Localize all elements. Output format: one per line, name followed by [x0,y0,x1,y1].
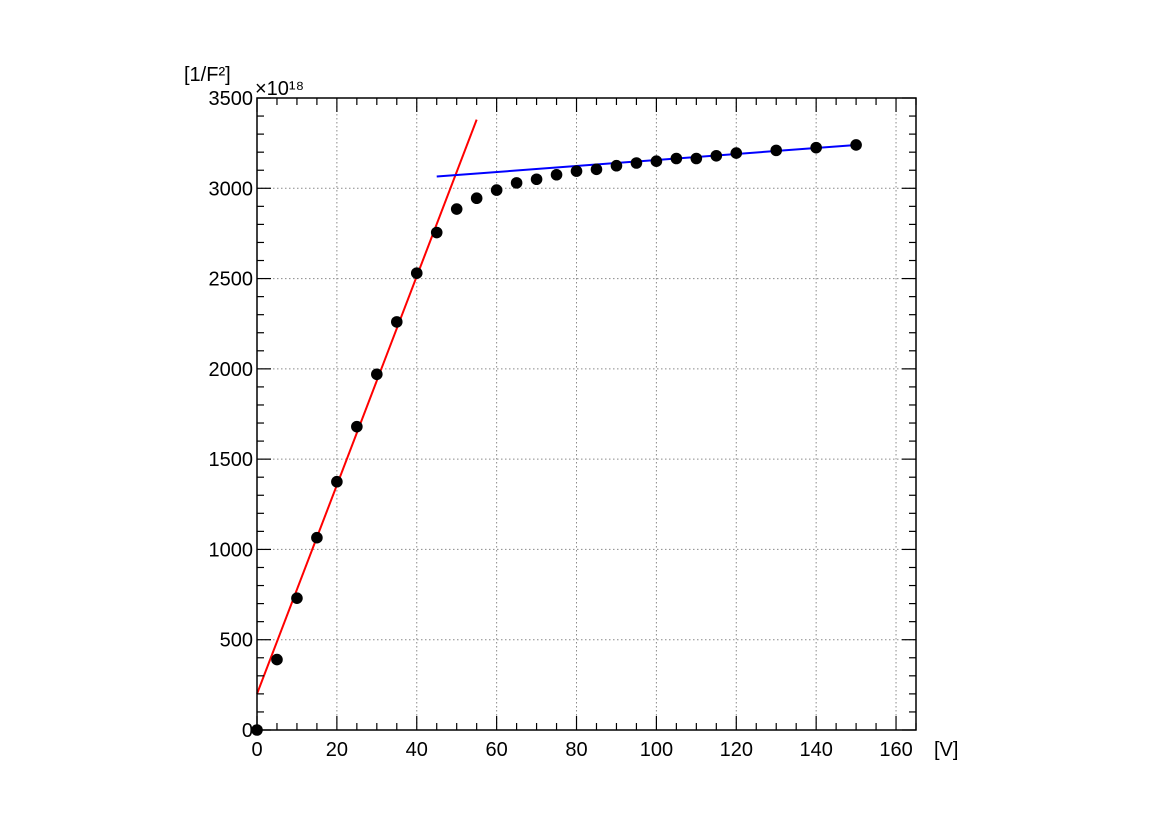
data-point [331,475,343,488]
x-tick-label: 160 [879,739,912,761]
y-tick-label: 500 [220,630,253,652]
y-tick-label: 1500 [209,449,254,471]
data-point [450,203,463,215]
data-point [510,177,523,189]
data-point [650,155,663,167]
data-point [630,157,643,169]
x-tick-label: 60 [486,739,508,761]
x-tick-label: 40 [406,739,428,761]
data-point [490,184,503,196]
y-tick-label: 0 [242,720,253,742]
data-points [251,139,862,736]
y-tick-label: 2500 [209,269,254,291]
y-tick-label: 1000 [209,539,254,561]
fit-lines [256,119,857,695]
data-point [770,144,783,157]
y-tick-label: 3000 [209,178,254,200]
data-point [590,163,603,176]
data-point [430,226,443,239]
data-point [351,420,363,433]
x-tick-label: 120 [720,739,753,761]
y-tick-labels: 0 500 1000 1500 2000 2500 3000 3500 [209,88,254,742]
x-tick-label: 100 [640,739,673,761]
data-point [530,173,543,186]
y-tick-label: 3500 [209,88,254,110]
x-axis-title: [V] [934,739,958,761]
plot-frame [256,97,917,731]
data-point [730,147,743,159]
x-tick-label: 140 [799,739,832,761]
data-point [390,316,403,328]
data-point [570,165,583,177]
data-point [311,531,323,544]
grid-lines [257,97,916,730]
data-point [550,168,563,181]
x-tick-labels: 0 20 40 60 80 100 120 140 160 [251,739,912,761]
data-point [410,267,423,279]
red-fit-line [256,119,478,695]
data-point [690,152,703,165]
data-point [291,592,303,604]
data-point [271,653,283,666]
x-tick-label: 20 [326,739,348,761]
data-point [371,368,383,381]
data-point [710,149,723,162]
data-point [610,159,623,172]
x-tick-label: 80 [565,739,587,761]
data-point [670,152,683,165]
y-axis-exponent: ×10¹⁸ [255,78,304,100]
blue-fit-line [436,143,857,178]
data-point [470,192,483,205]
x-tick-label: 0 [251,739,262,761]
axis-ticks [256,97,917,731]
y-tick-label: 2000 [209,359,254,381]
data-point [850,139,862,151]
y-axis-title: [1/F²] [184,64,231,86]
data-point [810,141,822,154]
